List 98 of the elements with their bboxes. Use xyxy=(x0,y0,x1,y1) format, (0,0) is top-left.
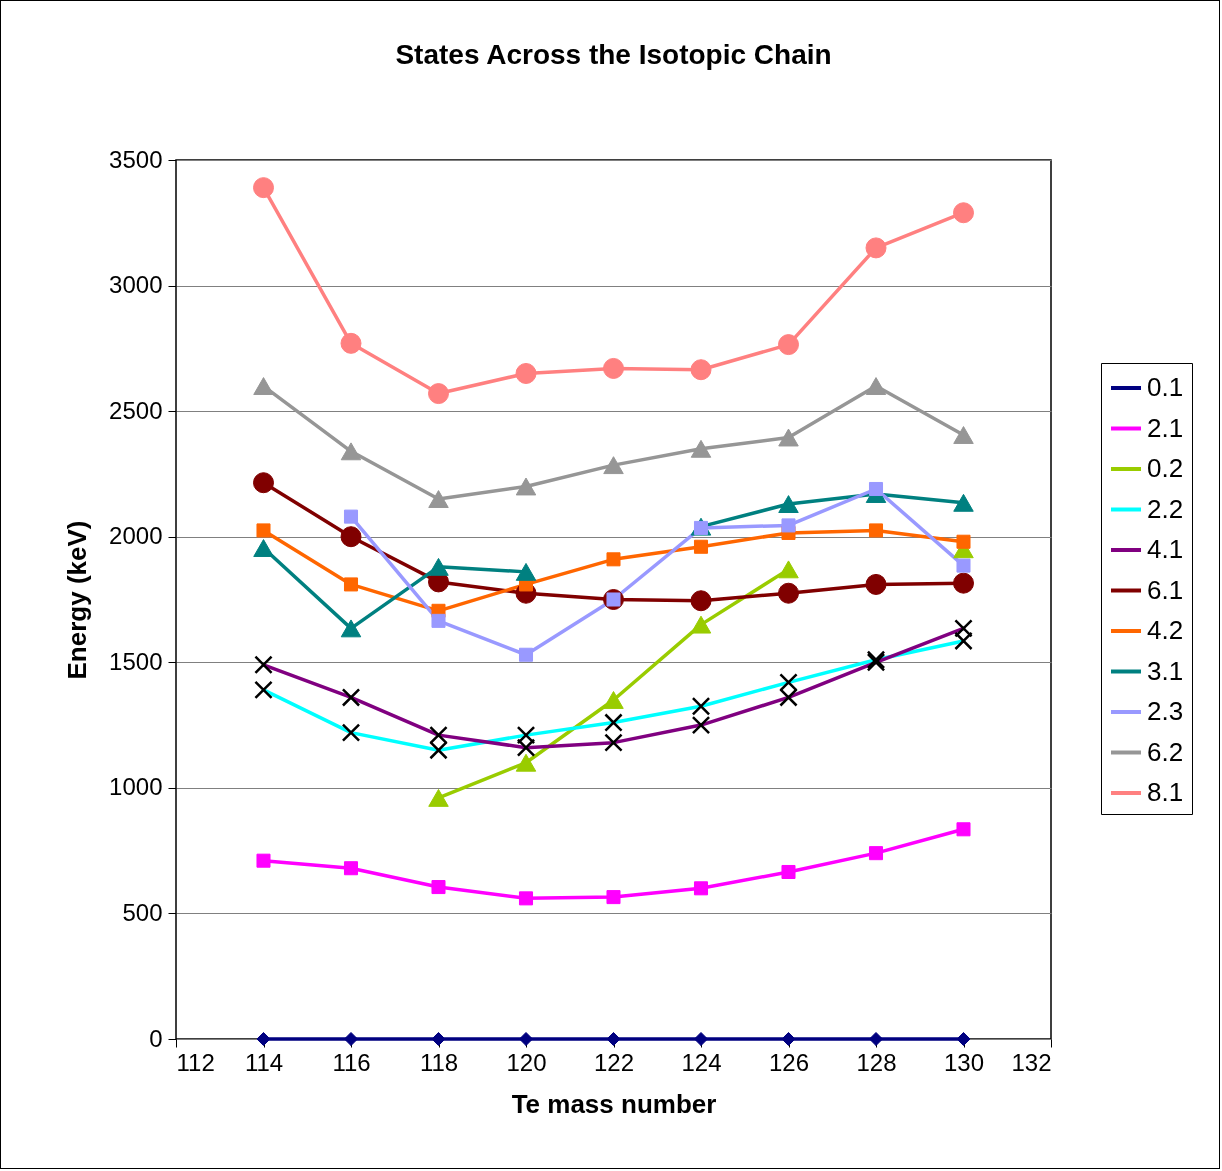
point xyxy=(343,1031,359,1047)
point xyxy=(428,490,449,508)
x-tick-label: 116 xyxy=(332,1048,371,1076)
point xyxy=(953,426,974,444)
point xyxy=(606,890,621,905)
point xyxy=(253,377,274,395)
point xyxy=(956,1031,971,1047)
y-tick-label: 0 xyxy=(149,1024,163,1052)
legend-label: 2.1 xyxy=(1147,412,1184,443)
point xyxy=(256,853,271,868)
point xyxy=(778,582,799,604)
x-tick-label: 122 xyxy=(593,1048,635,1076)
point xyxy=(256,523,271,538)
point xyxy=(256,1031,271,1047)
point xyxy=(518,891,534,906)
point xyxy=(693,539,709,554)
point xyxy=(693,1031,709,1047)
point xyxy=(868,481,884,497)
point xyxy=(953,202,974,224)
point xyxy=(428,383,449,405)
point xyxy=(956,534,971,549)
point xyxy=(865,237,887,259)
legend-label: 6.1 xyxy=(1147,574,1184,605)
point xyxy=(690,615,712,634)
y-tick-label: 2500 xyxy=(109,396,163,424)
y-tick-label: 2000 xyxy=(109,522,163,550)
x-tick-label: 130 xyxy=(943,1048,985,1076)
point xyxy=(606,1031,621,1047)
point xyxy=(865,377,887,395)
point xyxy=(693,881,709,896)
point xyxy=(340,332,362,354)
point xyxy=(340,442,362,461)
legend-label: 4.2 xyxy=(1147,615,1184,645)
point xyxy=(340,526,362,548)
legend-label: 8.1 xyxy=(1147,777,1184,807)
y-tick-label: 1000 xyxy=(109,773,163,801)
y-tick-label: 3500 xyxy=(109,145,163,173)
point xyxy=(515,562,537,581)
point xyxy=(518,1031,534,1047)
point xyxy=(431,1031,446,1047)
point xyxy=(781,1031,796,1047)
point xyxy=(781,518,796,533)
x-tick-label: 132 xyxy=(1011,1048,1052,1076)
point xyxy=(603,691,624,709)
x-tick-label: 124 xyxy=(681,1048,722,1076)
point xyxy=(868,846,884,861)
y-tick-label: 1500 xyxy=(109,647,163,675)
x-tick-label: 128 xyxy=(856,1048,897,1076)
legend-label: 0.2 xyxy=(1147,453,1184,483)
point xyxy=(343,577,359,592)
point xyxy=(515,753,537,772)
x-tick-label: 120 xyxy=(506,1048,547,1076)
legend-label: 6.2 xyxy=(1147,736,1184,767)
point xyxy=(515,362,537,384)
point xyxy=(865,573,887,595)
point xyxy=(428,557,449,576)
x-tick-label: 112 xyxy=(176,1048,215,1076)
y-axis-title: Energy (keV) xyxy=(62,520,93,680)
point xyxy=(956,558,971,573)
point xyxy=(778,495,799,514)
point xyxy=(953,572,974,594)
x-tick-label: 118 xyxy=(419,1048,459,1076)
x-axis-title: Te mass number xyxy=(511,1088,717,1119)
point xyxy=(253,539,274,557)
point xyxy=(431,613,446,628)
x-tick-label: 126 xyxy=(768,1048,810,1076)
point xyxy=(431,880,446,895)
point xyxy=(956,822,971,837)
legend-label: 2.2 xyxy=(1147,493,1184,524)
chart-title: States Across the Isotopic Chain xyxy=(395,39,832,70)
point xyxy=(690,359,712,381)
point xyxy=(953,493,974,512)
point xyxy=(340,619,362,638)
point xyxy=(778,560,799,579)
point xyxy=(428,788,449,807)
point xyxy=(690,439,712,458)
point xyxy=(343,509,359,524)
point xyxy=(515,477,537,496)
point xyxy=(603,357,624,379)
x-tick-label: 114 xyxy=(244,1048,284,1076)
point xyxy=(518,647,534,662)
point xyxy=(778,334,799,356)
y-tick-label: 3000 xyxy=(109,271,163,299)
point xyxy=(253,472,274,494)
y-tick-label: 500 xyxy=(122,898,163,926)
point xyxy=(603,456,624,475)
point xyxy=(781,864,796,880)
legend-label: 2.3 xyxy=(1147,696,1184,726)
legend-label: 0.1 xyxy=(1147,372,1184,402)
point xyxy=(778,428,799,447)
point xyxy=(253,177,274,199)
point xyxy=(868,523,884,538)
legend-label: 3.1 xyxy=(1147,655,1184,686)
point xyxy=(690,590,712,612)
legend-label: 4.1 xyxy=(1147,534,1184,564)
point xyxy=(343,861,359,876)
point xyxy=(606,552,621,567)
point xyxy=(868,1031,884,1047)
